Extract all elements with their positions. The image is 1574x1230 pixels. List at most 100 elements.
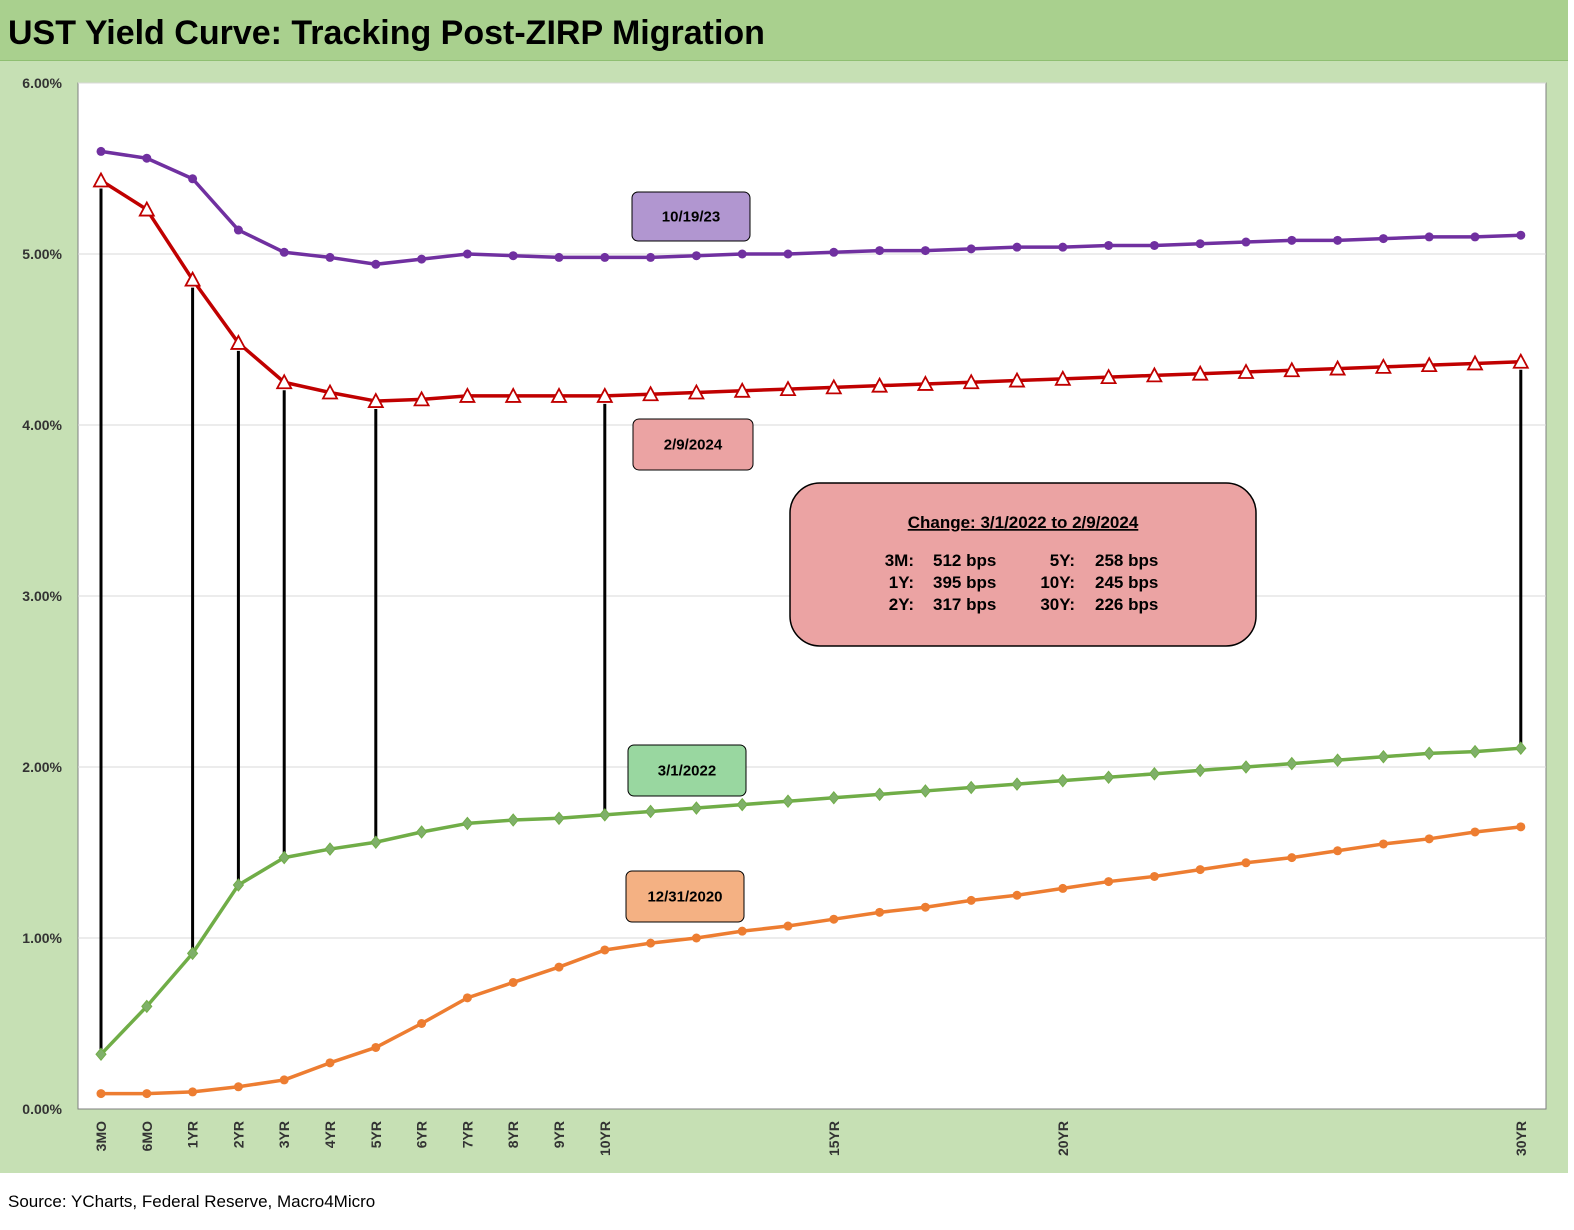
data-point (1424, 232, 1434, 242)
data-point (275, 373, 293, 390)
data-point (1100, 368, 1118, 385)
data-point (233, 225, 243, 235)
data-point (871, 376, 889, 393)
y-tick-label: 6.00% (22, 75, 62, 91)
data-point (1286, 756, 1298, 771)
series-line (101, 825, 1521, 1096)
x-tick-label: 30YR (1513, 1121, 1529, 1156)
data-point (554, 252, 564, 262)
data-point (279, 1075, 289, 1085)
data-point (733, 381, 751, 398)
data-point (875, 907, 885, 917)
title-bar: UST Yield Curve: Tracking Post-ZIRP Migr… (0, 0, 1568, 61)
data-point (1104, 877, 1114, 887)
data-point (186, 946, 199, 961)
y-axis: 0.00% 1.00% 2.00% 3.00% 4.00% 5.00% 6.00% (22, 75, 1546, 1117)
data-point (96, 1089, 106, 1099)
yield-curve-chart: 0.00% 1.00% 2.00% 3.00% 4.00% 5.00% 6.00% 3MO 6M… (22, 75, 1547, 1156)
data-point (690, 801, 703, 815)
data-point (596, 387, 614, 403)
series-line (100, 149, 1521, 267)
data-point (367, 392, 385, 408)
data-point (1145, 366, 1163, 383)
x-tick-label: 7YR (459, 1121, 475, 1148)
data-point (229, 334, 247, 350)
data-point (1287, 235, 1297, 245)
change-box-cell: 258 bps (1095, 551, 1158, 570)
data-point (646, 252, 656, 262)
data-point (188, 1087, 198, 1097)
data-point (232, 878, 245, 892)
data-point (736, 797, 748, 812)
data-point (371, 259, 381, 269)
series-label: 2/9/2024 (632, 418, 754, 471)
x-tick-label: 3YR (276, 1121, 292, 1148)
data-point (325, 252, 335, 262)
data-point (1149, 240, 1159, 250)
series-label: 3/1/2022 (627, 744, 747, 797)
change-box-title: Change: 3/1/2022 to 2/9/2024 (908, 513, 1139, 532)
data-point (142, 1089, 152, 1099)
change-box-bg (789, 482, 1257, 647)
series-3-1-2022 (95, 741, 1527, 1062)
series-label-text: 12/31/2020 (647, 889, 722, 906)
data-point (687, 383, 705, 400)
y-tick-label: 3.00% (22, 588, 62, 604)
data-point (919, 784, 932, 798)
data-point (1149, 871, 1159, 881)
data-point (1423, 746, 1435, 761)
data-point (782, 794, 794, 808)
data-point (462, 993, 472, 1003)
data-point (962, 373, 980, 390)
series-10-19-23 (96, 146, 1526, 269)
data-point (462, 249, 472, 259)
data-point (142, 153, 152, 163)
data-point (188, 174, 198, 184)
data-point (1195, 865, 1205, 875)
change-box-cell: 2Y: (889, 595, 914, 614)
data-point (1331, 753, 1344, 767)
data-point (828, 790, 840, 805)
data-point (554, 962, 564, 972)
data-point (1011, 777, 1023, 791)
data-point (1102, 770, 1115, 785)
x-tick-label: 6MO (139, 1121, 155, 1151)
series-label: 10/19/23 (631, 191, 751, 242)
data-point (875, 246, 885, 256)
data-point (1012, 242, 1022, 252)
page-title: UST Yield Curve: Tracking Post-ZIRP Migr… (8, 14, 765, 52)
data-point (1008, 371, 1026, 388)
data-point (825, 378, 843, 395)
data-point (370, 835, 382, 850)
data-point (783, 921, 793, 931)
data-point (1470, 827, 1480, 837)
data-point (779, 380, 797, 396)
data-point (599, 808, 611, 822)
data-point (1466, 354, 1484, 371)
x-tick-label: 6YR (414, 1121, 430, 1148)
data-point (1378, 234, 1388, 244)
data-point (96, 146, 106, 156)
data-point (1241, 237, 1251, 247)
data-point (873, 787, 886, 802)
x-tick-label: 2YR (230, 1121, 246, 1148)
y-tick-label: 0.00% (22, 1101, 62, 1117)
data-point (1148, 767, 1161, 781)
data-point (233, 1082, 243, 1092)
data-point (1237, 363, 1255, 379)
change-box-cell: 5Y: (1050, 551, 1075, 570)
data-point (1191, 364, 1209, 381)
data-point (461, 816, 474, 831)
x-tick-label: 9YR (551, 1121, 567, 1148)
series-line (99, 746, 1521, 1056)
data-point (966, 895, 976, 905)
data-point (600, 945, 610, 955)
y-tick-label: 1.00% (22, 930, 62, 946)
series-12-31-2020 (96, 822, 1526, 1099)
data-point (141, 999, 153, 1014)
data-point (642, 385, 660, 402)
data-point (1058, 883, 1068, 893)
data-point (1241, 858, 1251, 868)
chart-area: 0.00% 1.00% 2.00% 3.00% 4.00% 5.00% 6.00% 3MO 6M… (0, 61, 1568, 1173)
data-point (553, 811, 565, 826)
